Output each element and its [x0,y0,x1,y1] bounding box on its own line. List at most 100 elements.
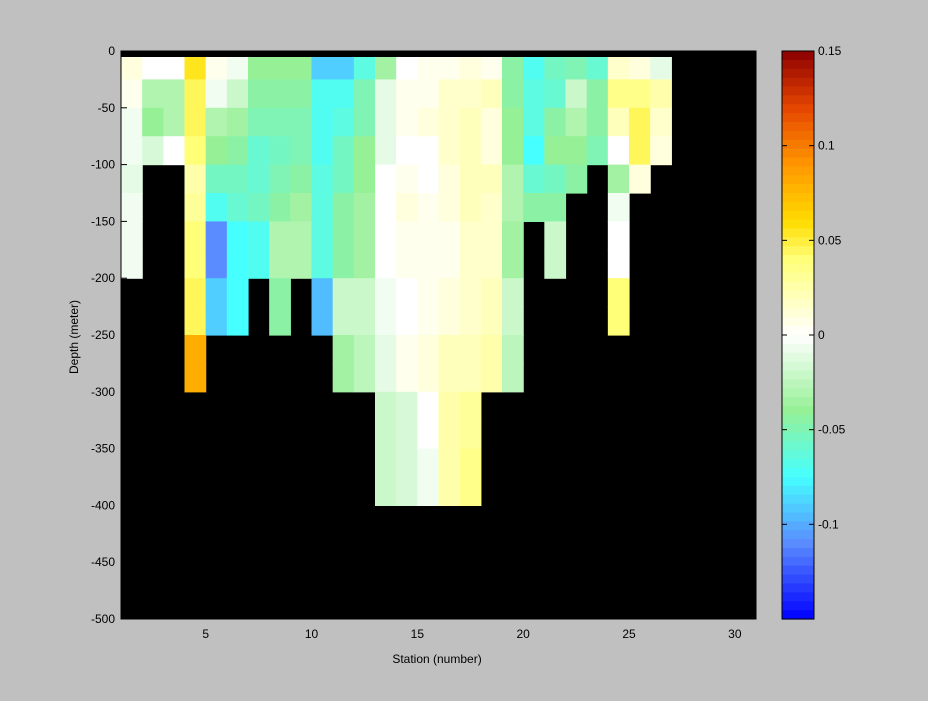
colorbar-segment [782,592,814,602]
heatmap-cell [438,79,461,109]
heatmap-cell [332,249,355,279]
heatmap-cell [375,51,397,80]
colorbar-segment [782,299,814,309]
heatmap-cell [205,136,228,166]
heatmap-cell [438,278,461,308]
colorbar-segment [782,86,814,96]
y-tick-label: -200 [91,271,115,285]
colorbar-segment [782,583,814,593]
heatmap-cell [438,107,461,137]
heatmap-cell [205,107,228,137]
colorbar-segment [782,68,814,79]
heatmap-cell [121,221,143,251]
colorbar-segment [782,219,814,230]
heatmap-cell [269,136,291,166]
heatmap-cell [290,79,313,109]
heatmap-cell [607,79,630,109]
heatmap-cell [417,363,440,393]
heatmap-cell [269,193,291,222]
heatmap-cell [184,51,207,80]
heatmap-cell [396,249,418,279]
heatmap-cell [375,249,397,279]
heatmap-cell [353,249,376,279]
colorbar-segment [782,530,814,540]
colorbar-segment [782,326,814,336]
heatmap-cell [121,249,143,279]
colorbar-segment [782,610,814,620]
heatmap-cell [459,164,482,194]
heatmap-cell [353,278,376,308]
heatmap-cell [438,306,461,336]
heatmap-cell [480,306,503,336]
heatmap-cell [163,107,186,137]
heatmap-cell [205,221,228,251]
heatmap-cell [396,335,418,364]
heatmap-cell [523,107,545,137]
colorbar-segment [782,157,814,167]
heatmap-cell [417,136,440,166]
colorbar-segment [782,423,814,434]
x-tick-label: 5 [202,627,209,641]
heatmap-cell [142,51,164,80]
heatmap-cell [544,193,567,222]
heatmap-cell [459,51,482,80]
heatmap-cell [226,193,249,222]
heatmap-cell [375,278,397,308]
colorbar-segment [782,281,814,292]
colorbar-segment [782,406,814,416]
heatmap-cell [184,193,207,222]
heatmap-cell [523,136,545,166]
heatmap-cell [226,306,249,336]
colorbar-tick-label: 0.15 [818,44,842,58]
heatmap-cell [480,193,503,222]
y-tick-label: -250 [91,328,115,342]
heatmap-cell [544,107,567,137]
heatmap-cell [205,278,228,308]
heatmap-cell [353,136,376,166]
heatmap-cell [438,221,461,251]
x-tick-label: 15 [411,627,425,641]
colorbar-segment [782,521,814,531]
heatmap-cell [565,79,588,109]
heatmap-cell [417,391,440,421]
heatmap-cell [502,249,524,279]
colorbar-ticks: 0.15 0.1 0.05 0 -0.05 -0.1 [782,44,846,531]
heatmap-cell [544,249,567,279]
colorbar-segment [782,441,814,451]
heatmap-cell [311,164,334,194]
heatmap-cell [502,79,524,109]
heatmap-cell [269,79,291,109]
heatmap-cell [248,164,270,194]
heatmap-cell [332,193,355,222]
colorbar-segment [782,477,814,487]
colorbar-segment [782,432,814,443]
heatmap-cell [480,136,503,166]
heatmap-cell [311,193,334,222]
heatmap-cell [607,107,630,137]
colorbar-segment [782,139,814,150]
colorbar-segment [782,77,814,88]
heatmap-cell [607,164,630,194]
y-tick-label: -100 [91,158,115,172]
heatmap-cell [375,79,397,109]
heatmap-cell [502,136,524,166]
heatmap-cell [375,477,397,506]
heatmap-cell [353,107,376,137]
y-tick-label: -300 [91,385,115,399]
y-tick-label: -450 [91,555,115,569]
heatmap-cell [502,164,524,194]
heatmap-cell [417,51,440,80]
heatmap-cell [332,278,355,308]
heatmap-cell [438,164,461,194]
heatmap-cell [163,79,186,109]
colorbar-tick-label: 0.05 [818,233,842,247]
colorbar-segment [782,113,814,123]
colorbar-segment [782,95,814,105]
heatmap-cell [142,107,164,137]
colorbar-segment [782,272,814,283]
colorbar-segment [782,290,814,301]
colorbar-segment [782,59,814,70]
heatmap-cell [311,79,334,109]
heatmap-cell [650,107,672,137]
heatmap-cell [459,79,482,109]
